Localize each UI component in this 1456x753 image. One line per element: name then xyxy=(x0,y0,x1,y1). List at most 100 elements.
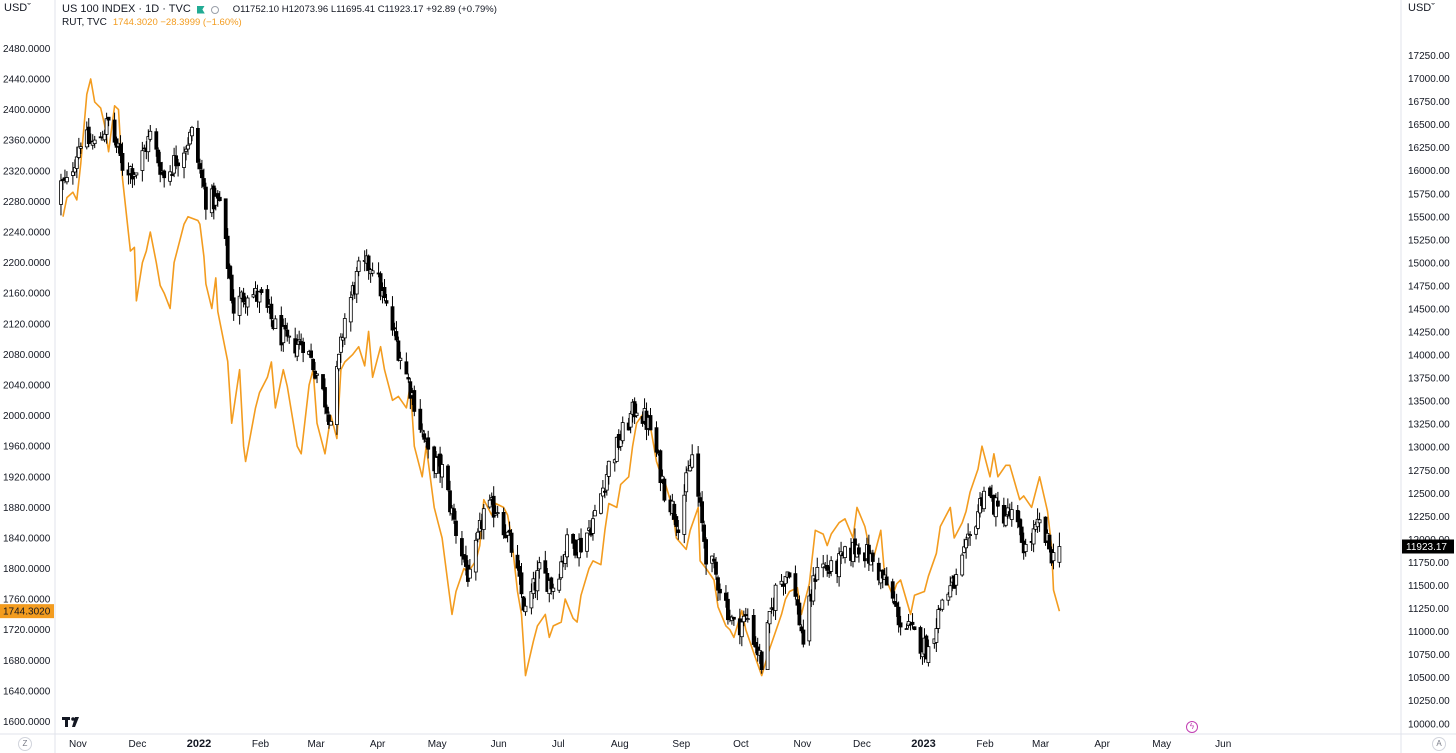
time-axis-label: Mar xyxy=(307,739,325,750)
visibility-toggle-icon[interactable] xyxy=(210,5,219,14)
right-currency-selector[interactable]: USDˇ xyxy=(1408,2,1435,14)
time-axis-label: Jul xyxy=(552,739,565,750)
candle-up xyxy=(340,337,345,341)
right-axis-tick-label: 15500.00 xyxy=(1408,212,1450,223)
rut-last-price-marker xyxy=(0,604,54,619)
candle-up xyxy=(628,413,633,428)
candle-up xyxy=(348,297,353,323)
candle-down xyxy=(1043,516,1048,543)
candle-down xyxy=(662,478,667,501)
candle-up xyxy=(765,622,770,670)
candle-down xyxy=(743,614,748,617)
left-axis-tick-label: 2200.0000 xyxy=(3,258,51,269)
candle-down xyxy=(1017,518,1022,528)
candle-down xyxy=(894,602,899,607)
candle-up xyxy=(104,118,109,135)
candle-up xyxy=(273,318,278,329)
candle-down xyxy=(406,377,411,380)
candle-down xyxy=(884,576,889,586)
candle-up xyxy=(186,144,190,150)
lightning-icon[interactable]: ϟ xyxy=(1186,721,1198,733)
right-axis-tick-label: 13000.00 xyxy=(1408,443,1450,454)
candle-up xyxy=(779,580,784,585)
candle-down xyxy=(452,508,456,520)
candle-up xyxy=(535,570,540,592)
candle-down xyxy=(162,170,167,179)
candle-up xyxy=(773,584,778,611)
candle-down xyxy=(301,341,306,354)
candle-up xyxy=(829,560,834,572)
candle-up xyxy=(505,531,510,536)
candle-up xyxy=(237,295,242,316)
candle-down xyxy=(870,552,875,562)
compare-symbol-label: RUT, TVC xyxy=(62,17,107,28)
time-axis[interactable]: Nov Dec 2022 Feb Mar Apr May Jun Jul Aug Sep Oct Nov… xyxy=(69,738,1231,750)
candle-up xyxy=(420,429,425,433)
candle-up xyxy=(440,464,445,478)
time-axis-label: 2022 xyxy=(187,738,211,750)
candle-up xyxy=(745,618,750,620)
candle-up xyxy=(739,621,744,638)
tradingview-logo-icon[interactable] xyxy=(62,716,82,731)
candle-up xyxy=(964,539,968,549)
candle-up xyxy=(904,628,909,630)
timezone-button[interactable]: Z xyxy=(18,737,32,751)
right-axis-tick-label: 14500.00 xyxy=(1408,304,1450,315)
candle-down xyxy=(654,427,659,453)
candle-up xyxy=(940,599,945,610)
rut-line xyxy=(62,78,1061,677)
candle-up xyxy=(78,146,83,149)
right-axis-tick-label: 11250.00 xyxy=(1408,604,1449,615)
candle-down xyxy=(112,119,117,143)
candle-down xyxy=(726,598,730,621)
compare-series-legend[interactable]: RUT, TVC 1744.3020 −28.3999 (−1.60%) xyxy=(62,16,497,29)
candle-down xyxy=(1001,504,1006,524)
candle-up xyxy=(102,133,107,141)
right-axis-tick-label: 14250.00 xyxy=(1408,328,1450,339)
candle-down xyxy=(325,406,329,414)
candle-up xyxy=(606,460,611,477)
candle-up xyxy=(593,510,597,517)
candle-down xyxy=(195,127,200,163)
right-axis-tick-label: 12500.00 xyxy=(1408,489,1450,500)
candle-down xyxy=(176,162,181,167)
left-currency-selector[interactable]: USDˇ xyxy=(4,2,31,14)
candle-down xyxy=(269,303,274,320)
candle-up xyxy=(591,518,595,534)
right-axis-tick-label: 17000.00 xyxy=(1408,74,1450,85)
candle-up xyxy=(690,454,695,468)
candle-up xyxy=(473,539,478,573)
left-price-axis[interactable]: 1600.0000 1640.0000 1680.0000 1720.0000 1760… xyxy=(0,44,54,728)
candle-down xyxy=(543,560,548,574)
candle-up xyxy=(994,497,998,518)
candle-up xyxy=(529,591,534,609)
left-axis-tick-label: 2280.0000 xyxy=(3,197,51,208)
candle-up xyxy=(495,512,500,514)
time-axis-label: Jun xyxy=(491,739,507,750)
rut-series-layer xyxy=(62,78,1061,677)
left-axis-tick-label: 2160.0000 xyxy=(3,289,51,300)
candle-down xyxy=(396,340,401,361)
candle-down xyxy=(724,592,728,601)
time-axis-label: Nov xyxy=(794,739,812,750)
candle-down xyxy=(326,414,331,425)
candle-down xyxy=(797,602,802,626)
candle-down xyxy=(265,289,270,308)
right-price-axis[interactable]: 10000.00 10250.00 10500.00 10750.00 11000.00… xyxy=(1402,51,1454,730)
right-axis-tick-label: 17250.00 xyxy=(1408,51,1450,62)
candle-up xyxy=(976,511,980,529)
auto-scale-button[interactable]: A xyxy=(1432,737,1446,751)
candle-up xyxy=(184,148,188,152)
left-axis-tick-label: 1680.0000 xyxy=(3,656,51,667)
candle-down xyxy=(217,196,222,202)
right-axis-tick-label: 12750.00 xyxy=(1408,466,1450,477)
main-series-legend[interactable]: US 100 INDEX · 1D · TVC O11752.10 H12073… xyxy=(62,3,497,16)
candle-down xyxy=(223,198,228,240)
right-axis-tick-label: 10250.00 xyxy=(1408,696,1450,707)
candle-up xyxy=(1009,509,1014,520)
right-axis-tick-label: 12250.00 xyxy=(1408,512,1450,523)
left-currency-label: USD xyxy=(4,2,28,14)
candle-up xyxy=(168,171,173,182)
candle-down xyxy=(857,547,861,555)
